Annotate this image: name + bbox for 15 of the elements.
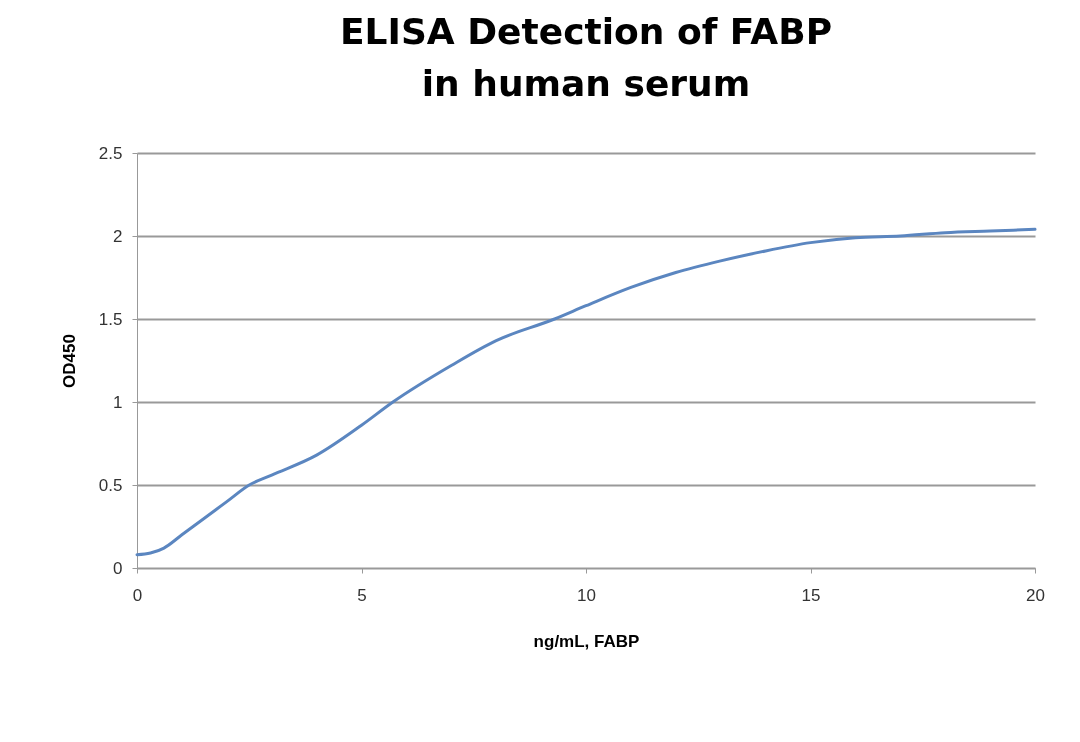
y-tick-label: 0	[113, 558, 123, 578]
y-axis-title: OD450	[59, 334, 79, 388]
x-tick-label: 20	[1026, 585, 1045, 605]
chart-title: ELISA Detection of FABP in human serum	[339, 11, 833, 104]
line-series	[135, 227, 1037, 557]
x-tick-label: 5	[357, 585, 367, 605]
y-tick-label: 1.5	[98, 309, 123, 329]
x-tick-label: 15	[801, 585, 821, 605]
x-tick-label: 10	[577, 585, 596, 605]
y-tick-label: 1	[113, 392, 123, 412]
x-axis-title: ng/mL, FABP	[533, 631, 640, 651]
y-tick-label: 0.5	[98, 475, 123, 495]
y-tick-label: 2.5	[98, 143, 123, 163]
x-tick-label: 0	[132, 585, 143, 605]
y-tick-label: 2	[113, 226, 123, 246]
